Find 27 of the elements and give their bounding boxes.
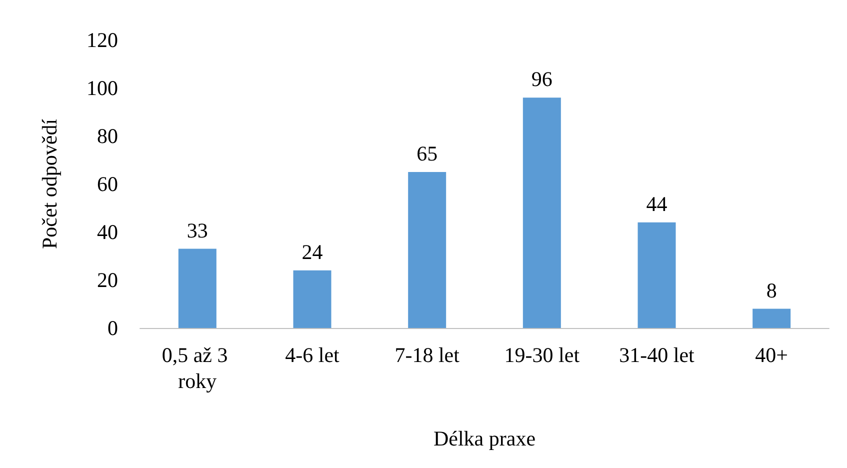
bar: [752, 308, 791, 328]
data-label: 24: [302, 240, 324, 264]
data-label: 44: [646, 192, 668, 216]
data-label: 8: [766, 278, 777, 302]
y-axis-title: Počet odpovědí: [38, 118, 62, 250]
bar: [522, 98, 561, 328]
data-label: 65: [416, 142, 438, 166]
y-tick-label: 80: [97, 124, 118, 148]
y-tick-label: 20: [97, 268, 118, 292]
x-tick-label: 31-40 let: [619, 343, 695, 367]
x-tick-label: 40+: [755, 343, 788, 367]
x-axis-title: Délka praxe: [433, 426, 536, 450]
bar: [293, 270, 332, 328]
data-label: 33: [186, 218, 208, 242]
x-tick-label: 7-18 let: [394, 343, 460, 367]
y-tick-label: 0: [108, 316, 118, 340]
y-tick-label: 100: [86, 76, 118, 100]
x-tick-label: 4-6 let: [285, 343, 340, 367]
data-label: 96: [531, 67, 552, 92]
y-tick-label: 40: [97, 220, 118, 244]
x-tick-label: 0,5 až 3 roky: [162, 343, 233, 393]
y-tick-label: 120: [86, 28, 118, 52]
bar: [408, 172, 446, 328]
bar: [638, 222, 676, 328]
x-tick-label: 19-30 let: [504, 343, 580, 367]
y-tick-label: 60: [97, 172, 118, 196]
bar: [178, 248, 216, 328]
